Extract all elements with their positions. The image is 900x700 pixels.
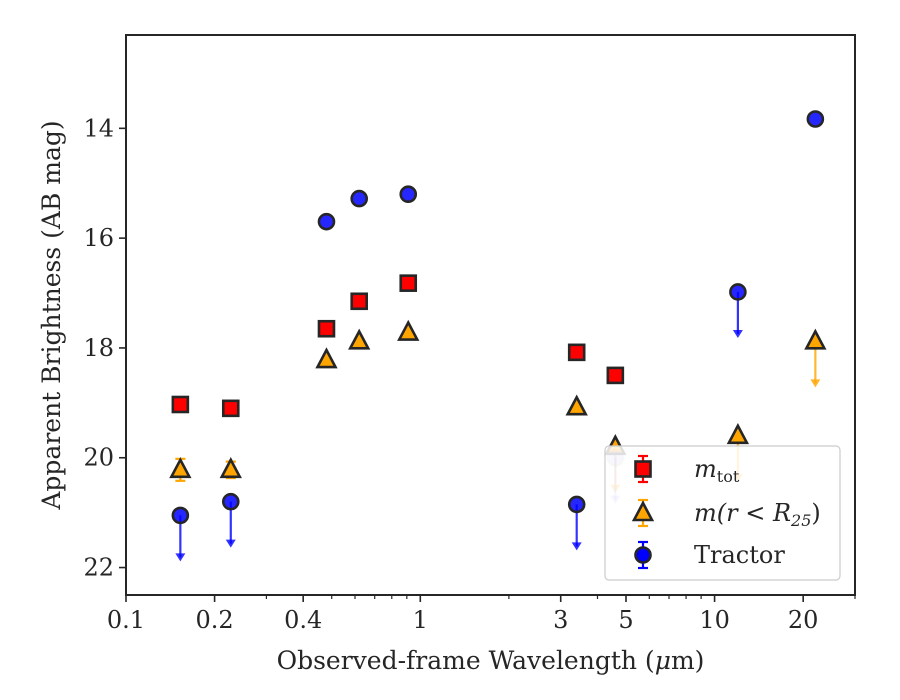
tractor-point (221, 492, 240, 511)
legend-point-mtot (634, 460, 652, 478)
mr25-point (169, 457, 192, 479)
tractor-point-group (729, 283, 747, 301)
mr25-point (726, 423, 750, 445)
y-tick-label: 16 (83, 224, 114, 252)
x-tick-label: 0.4 (284, 606, 322, 634)
mr25-point (397, 319, 420, 341)
mr25-point (565, 394, 588, 416)
x-tick-label: 3 (553, 606, 568, 634)
legend-marks (631, 454, 655, 570)
tractor-upper-limit-arrow-head (175, 553, 186, 562)
x-tick-label: 0.2 (196, 606, 234, 634)
tractor-point-group (171, 506, 190, 525)
mr25-point (348, 328, 371, 350)
mr25-point-group (397, 319, 420, 341)
series-mtot (171, 274, 625, 418)
mr25-upper-limit-arrow-head (810, 379, 821, 388)
y-axis-label: Apparent Brightness (AB mag) (37, 120, 66, 510)
legend-label-mtot: mtot (694, 455, 740, 486)
tractor-point (399, 185, 418, 204)
mr25-point (219, 457, 242, 479)
mtot-point (606, 366, 625, 385)
legend-marker-tractor (634, 540, 652, 570)
mr25-point-group (726, 423, 750, 445)
mtot-point-group (567, 343, 586, 362)
legend-box (604, 445, 841, 581)
tractor-point (806, 110, 825, 128)
mtot-point (399, 274, 418, 292)
mtot-point (317, 319, 336, 338)
legend-label-mr25: m(r < R25) (694, 499, 821, 530)
legend-point-tractor (634, 546, 652, 564)
mr25-point (315, 347, 338, 369)
mtot-point (567, 343, 586, 362)
plot-marks (169, 110, 827, 562)
mr25-point-group (804, 328, 827, 350)
legend-marker-mr25 (631, 498, 655, 528)
x-axis-ticks: 0.1 0.2 0.4 1 3 5 10 20 (107, 595, 856, 634)
axes-frame (125, 34, 856, 596)
tractor-point-group (317, 212, 336, 231)
legend-point-mr25 (631, 500, 655, 522)
tractor-point (171, 506, 190, 525)
y-tick-label: 14 (83, 114, 114, 142)
mtot-point-group (171, 395, 190, 414)
tractor-upper-limit-arrow-head (571, 542, 582, 551)
y-tick-label: 22 (83, 554, 114, 582)
x-tick-label: 1 (413, 606, 428, 634)
mr25-point-group (315, 347, 338, 369)
tractor-point (317, 212, 336, 231)
tractor-upper-limit-arrow-head (732, 329, 743, 338)
mr25-point (804, 328, 827, 350)
tractor-point (567, 495, 586, 514)
mtot-point-group (221, 399, 240, 418)
mtot-point-group (606, 366, 625, 385)
tractor-upper-limit-arrow-head (225, 539, 236, 548)
mtot-point (350, 292, 368, 311)
y-axis-ticks: 14 16 18 20 22 (83, 114, 126, 582)
x-tick-label: 0.1 (107, 606, 145, 634)
mr25-point-group (219, 457, 242, 479)
legend-label-tractor: Tractor (694, 541, 785, 569)
series-tractor (171, 110, 825, 562)
tractor-point (729, 283, 747, 301)
x-tick-label: 5 (618, 606, 633, 634)
x-tick-label: 20 (788, 606, 819, 634)
y-tick-label: 18 (83, 334, 114, 362)
mr25-point-group (565, 394, 588, 416)
tractor-point-group (221, 492, 240, 511)
mtot-point (171, 395, 190, 414)
tractor-point (350, 189, 368, 208)
mr25-point-group (348, 328, 371, 350)
tractor-point-group (350, 189, 368, 208)
legend: mtot m(r < R25) Tractor (604, 445, 841, 581)
mtot-point (221, 399, 240, 418)
x-tick-label: 10 (699, 606, 730, 634)
mtot-point-group (317, 319, 336, 338)
legend-marker-mtot (634, 454, 652, 484)
series-mr25 (169, 319, 827, 493)
mtot-point-group (399, 274, 418, 292)
tractor-point-group (806, 110, 825, 128)
mr25-point-group (169, 457, 192, 479)
tractor-point-group (567, 495, 586, 514)
y-tick-label: 20 (83, 444, 114, 472)
tractor-point-group (399, 185, 418, 204)
mtot-point-group (350, 292, 368, 311)
x-axis-label: Observed-frame Wavelength (μm) (277, 646, 705, 675)
